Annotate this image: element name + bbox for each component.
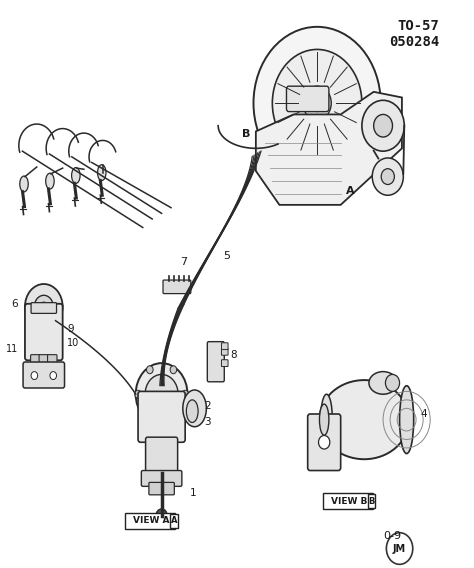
Ellipse shape [369,371,397,394]
Text: 6: 6 [11,299,18,309]
Circle shape [362,101,404,151]
Text: A: A [346,186,355,196]
Text: 11: 11 [6,344,18,354]
FancyBboxPatch shape [286,86,329,111]
FancyBboxPatch shape [141,470,182,486]
Polygon shape [256,92,402,205]
Circle shape [145,374,178,414]
Text: B: B [242,129,251,139]
FancyBboxPatch shape [146,437,178,475]
Text: 5: 5 [223,250,230,261]
Text: 9: 9 [67,324,74,334]
FancyBboxPatch shape [163,280,191,294]
Text: 0-9: 0-9 [383,531,401,541]
Circle shape [319,436,330,449]
Text: 10: 10 [67,339,80,348]
Ellipse shape [20,176,28,192]
Text: TO-57: TO-57 [398,19,439,34]
Text: A: A [171,516,177,525]
Circle shape [40,302,47,311]
Circle shape [170,366,177,374]
FancyBboxPatch shape [25,304,63,360]
FancyBboxPatch shape [138,391,185,442]
Ellipse shape [319,380,409,459]
Circle shape [35,295,53,318]
Circle shape [156,509,167,523]
Circle shape [273,49,362,157]
Circle shape [385,374,400,391]
Ellipse shape [183,390,206,427]
Circle shape [170,415,177,423]
Text: VIEW B: VIEW B [331,496,367,506]
Ellipse shape [72,168,80,183]
FancyBboxPatch shape [308,414,341,470]
FancyBboxPatch shape [31,303,56,314]
Text: 1: 1 [190,488,197,498]
Ellipse shape [400,386,414,454]
Text: 4: 4 [421,409,428,419]
Text: 7: 7 [181,257,188,267]
Circle shape [254,27,381,179]
Ellipse shape [320,394,332,445]
FancyBboxPatch shape [170,514,178,528]
FancyBboxPatch shape [149,482,174,495]
FancyBboxPatch shape [125,513,175,529]
Circle shape [146,366,153,374]
Ellipse shape [46,173,54,189]
Circle shape [381,169,394,185]
Ellipse shape [186,400,198,423]
Text: JM: JM [393,544,406,554]
Text: 3: 3 [204,417,210,428]
FancyBboxPatch shape [39,354,48,367]
FancyBboxPatch shape [207,342,224,382]
FancyBboxPatch shape [221,360,228,366]
FancyBboxPatch shape [31,354,40,367]
Ellipse shape [319,404,329,435]
Circle shape [374,114,392,137]
FancyBboxPatch shape [221,343,228,349]
Circle shape [50,371,56,379]
Text: 2: 2 [204,400,210,411]
FancyBboxPatch shape [221,348,228,355]
FancyBboxPatch shape [23,362,64,388]
Text: 8: 8 [230,350,237,360]
Circle shape [31,371,37,379]
Text: B: B [368,496,374,506]
Text: 050284: 050284 [389,35,439,49]
FancyBboxPatch shape [47,354,57,367]
Circle shape [386,533,413,565]
Circle shape [310,95,324,111]
Circle shape [25,284,63,329]
Circle shape [372,158,403,195]
Text: VIEW A: VIEW A [133,516,170,525]
Circle shape [135,390,141,398]
FancyBboxPatch shape [367,494,374,508]
Circle shape [182,390,189,398]
Ellipse shape [98,165,106,181]
Circle shape [146,415,153,423]
Circle shape [303,86,331,120]
Circle shape [51,316,60,326]
Circle shape [136,363,188,425]
FancyBboxPatch shape [323,493,373,509]
